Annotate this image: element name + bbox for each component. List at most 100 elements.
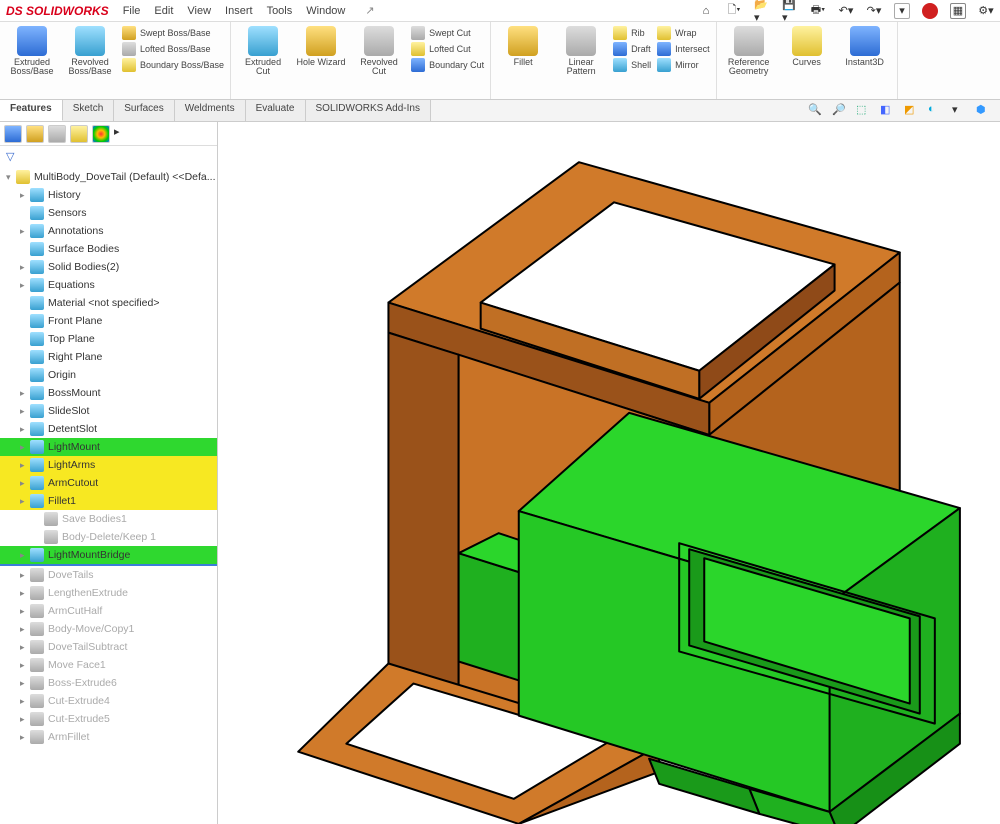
ribbon-group-3: Reference GeometryCurvesInstant3D	[717, 22, 898, 99]
hide-show-icon[interactable]: ▾	[952, 103, 968, 119]
tree-item-origin[interactable]: Origin	[0, 366, 217, 384]
tree-root[interactable]: ▾ MultiBody_DoveTail (Default) <<Defa...	[0, 168, 217, 186]
tree-item-solid-bodies-2-[interactable]: ▸Solid Bodies(2)	[0, 258, 217, 276]
menu-file[interactable]: File	[123, 5, 141, 17]
cmd-swept-cut[interactable]: Swept Cut	[411, 26, 484, 40]
tab-features[interactable]: Features	[0, 100, 63, 121]
settings-icon[interactable]: ⚙▾	[978, 3, 994, 19]
cmd-swept-boss-base[interactable]: Swept Boss/Base	[122, 26, 224, 40]
cmd-fillet[interactable]: Fillet	[497, 24, 549, 97]
view-orient-icon[interactable]: ⬚	[856, 103, 872, 119]
tree-item-material-not-specified-[interactable]: Material <not specified>	[0, 294, 217, 312]
tree-item-bossmount[interactable]: ▸BossMount	[0, 384, 217, 402]
tree-item-armcutout[interactable]: ▸ArmCutout	[0, 474, 217, 492]
tree-item-top-plane[interactable]: Top Plane	[0, 330, 217, 348]
print-icon[interactable]: 🖶▾	[810, 3, 826, 19]
tree-item-lightmount[interactable]: ▸LightMount	[0, 438, 217, 456]
tree-item-lengthenextrude[interactable]: ▸LengthenExtrude	[0, 584, 217, 602]
tree-item-dovetailsubtract[interactable]: ▸DoveTailSubtract	[0, 638, 217, 656]
property-tab[interactable]	[26, 125, 44, 143]
quick-access: ⌂ 🗋▾ 📂▾ 💾▾ 🖶▾ ↶▾ ↷▾ ▾ ▦ ⚙▾	[698, 3, 994, 19]
tree-item-boss-extrude6[interactable]: ▸Boss-Extrude6	[0, 674, 217, 692]
tab-solidworks-add-ins[interactable]: SOLIDWORKS Add-Ins	[306, 100, 431, 121]
tree-item-right-plane[interactable]: Right Plane	[0, 348, 217, 366]
ribbon-group-0: Extruded Boss/BaseRevolved Boss/Base Swep…	[0, 22, 231, 99]
menu-tools[interactable]: Tools	[267, 5, 293, 17]
selection-icon[interactable]: ▾	[894, 3, 910, 19]
section-icon[interactable]: ◩	[904, 103, 920, 119]
cmd-rib[interactable]: Rib	[613, 26, 651, 40]
cmd-mirror[interactable]: Mirror	[657, 58, 710, 72]
panel-more[interactable]: ▸	[114, 125, 120, 143]
cmd-extruded-boss-base[interactable]: Extruded Boss/Base	[6, 24, 58, 97]
cmd-curves[interactable]: Curves	[781, 24, 833, 97]
tree-item-annotations[interactable]: ▸Annotations	[0, 222, 217, 240]
display-style-icon[interactable]: ◧	[880, 103, 896, 119]
ribbon-group-2: FilletLinear Pattern Rib Draft Shell Wrap Int…	[491, 22, 717, 99]
undo-icon[interactable]: ↶▾	[838, 3, 854, 19]
home-icon[interactable]: ⌂	[698, 3, 714, 19]
tree-item-move-face1[interactable]: ▸Move Face1	[0, 656, 217, 674]
tab-sketch[interactable]: Sketch	[63, 100, 115, 121]
tree-item-armfillet[interactable]: ▸ArmFillet	[0, 728, 217, 746]
tree-item-body-move-copy1[interactable]: ▸Body-Move/Copy1	[0, 620, 217, 638]
tree-item-dovetails[interactable]: ▸DoveTails	[0, 566, 217, 584]
cmd-reference-geometry[interactable]: Reference Geometry	[723, 24, 775, 97]
cmd-boundary-boss-base[interactable]: Boundary Boss/Base	[122, 58, 224, 72]
dim-tab[interactable]	[70, 125, 88, 143]
zoom-area-icon[interactable]: 🔎	[832, 103, 848, 119]
cmd-intersect[interactable]: Intersect	[657, 42, 710, 56]
open-icon[interactable]: 📂▾	[754, 3, 770, 19]
new-icon[interactable]: 🗋▾	[726, 3, 742, 19]
save-icon[interactable]: 💾▾	[782, 3, 798, 19]
scene-icon[interactable]: ◐	[928, 103, 944, 119]
tree-item-equations[interactable]: ▸Equations	[0, 276, 217, 294]
tree-item-body-delete-keep-1[interactable]: Body-Delete/Keep 1	[0, 528, 217, 546]
tree-item-save-bodies1[interactable]: Save Bodies1	[0, 510, 217, 528]
tree-item-surface-bodies[interactable]: Surface Bodies	[0, 240, 217, 258]
tree-item-detentslot[interactable]: ▸DetentSlot	[0, 420, 217, 438]
feature-tree-tab[interactable]	[4, 125, 22, 143]
appearance-icon[interactable]: ⬢	[976, 103, 992, 119]
tree-item-cut-extrude4[interactable]: ▸Cut-Extrude4	[0, 692, 217, 710]
tree-item-lightarms[interactable]: ▸LightArms	[0, 456, 217, 474]
tree-item-armcuthalf[interactable]: ▸ArmCutHalf	[0, 602, 217, 620]
cmd-revolved-cut[interactable]: Revolved Cut	[353, 24, 405, 97]
tree-item-history[interactable]: ▸History	[0, 186, 217, 204]
graphics-viewport[interactable]	[218, 122, 1000, 824]
tree-item-front-plane[interactable]: Front Plane	[0, 312, 217, 330]
tree-item-sensors[interactable]: Sensors	[0, 204, 217, 222]
zoom-fit-icon[interactable]: 🔍	[808, 103, 824, 119]
cmd-revolved-boss-base[interactable]: Revolved Boss/Base	[64, 24, 116, 97]
tab-surfaces[interactable]: Surfaces	[114, 100, 174, 121]
menu-view[interactable]: View	[187, 5, 211, 17]
ribbon: Extruded Boss/BaseRevolved Boss/Base Swep…	[0, 22, 1000, 100]
menu-edit[interactable]: Edit	[154, 5, 173, 17]
cmd-instant3d[interactable]: Instant3D	[839, 24, 891, 97]
cmd-hole-wizard[interactable]: Hole Wizard	[295, 24, 347, 97]
filter-icon[interactable]: ▽	[6, 150, 14, 163]
cmd-extruded-cut[interactable]: Extruded Cut	[237, 24, 289, 97]
cmd-shell[interactable]: Shell	[613, 58, 651, 72]
record-icon[interactable]	[922, 3, 938, 19]
tab-weldments[interactable]: Weldments	[175, 100, 246, 121]
menu-insert[interactable]: Insert	[225, 5, 253, 17]
cmd-boundary-cut[interactable]: Boundary Cut	[411, 58, 484, 72]
menu-window[interactable]: Window	[306, 5, 345, 17]
cmd-draft[interactable]: Draft	[613, 42, 651, 56]
cmd-lofted-cut[interactable]: Lofted Cut	[411, 42, 484, 56]
tree-item-lightmountbridge[interactable]: ▸LightMountBridge	[0, 546, 217, 564]
tree-item-fillet1[interactable]: ▸Fillet1	[0, 492, 217, 510]
tree-item-cut-extrude5[interactable]: ▸Cut-Extrude5	[0, 710, 217, 728]
cmd-wrap[interactable]: Wrap	[657, 26, 710, 40]
redo-icon[interactable]: ↷▾	[866, 3, 882, 19]
options-icon[interactable]: ▦	[950, 3, 966, 19]
display-tab[interactable]	[92, 125, 110, 143]
tab-evaluate[interactable]: Evaluate	[246, 100, 306, 121]
pin-icon[interactable]: ↗	[365, 4, 374, 17]
tree-item-slideslot[interactable]: ▸SlideSlot	[0, 402, 217, 420]
config-tab[interactable]	[48, 125, 66, 143]
cmd-lofted-boss-base[interactable]: Lofted Boss/Base	[122, 42, 224, 56]
command-tabs: FeaturesSketchSurfacesWeldmentsEvaluateS…	[0, 100, 1000, 122]
cmd-linear-pattern[interactable]: Linear Pattern	[555, 24, 607, 97]
